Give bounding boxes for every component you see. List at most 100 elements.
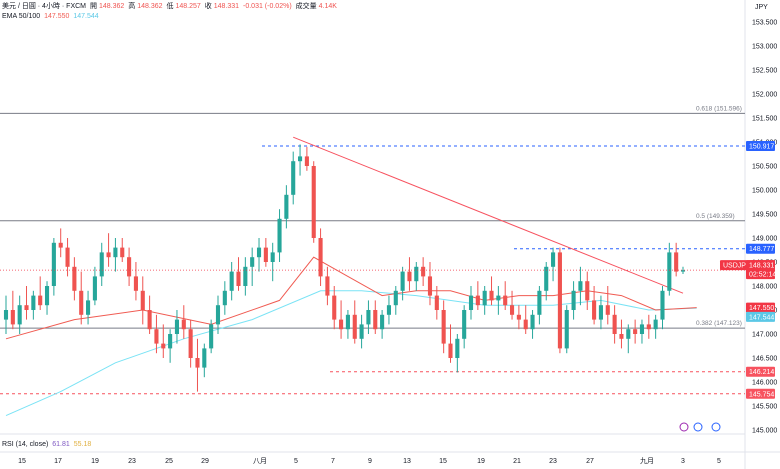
candle-body bbox=[168, 334, 173, 349]
candle-body bbox=[585, 281, 590, 301]
candle-body bbox=[10, 310, 15, 325]
candle-body bbox=[605, 305, 610, 315]
high-value: 148.362 bbox=[137, 3, 163, 10]
low-label: 低 bbox=[166, 3, 174, 10]
close-label: 收 bbox=[204, 3, 212, 10]
ema50-tag: 147.550 bbox=[749, 305, 774, 312]
price-level-tag: 150.917 bbox=[749, 143, 774, 150]
candle-body bbox=[284, 194, 289, 219]
open-value: 148.362 bbox=[98, 3, 125, 10]
ema-label[interactable]: EMA 50/100 bbox=[2, 13, 41, 20]
currency-label: JPY bbox=[755, 4, 768, 11]
price-level-tag-bg bbox=[746, 243, 775, 254]
x-tick-label: 17 bbox=[54, 458, 62, 465]
candle-body bbox=[113, 247, 118, 258]
candle-body bbox=[263, 247, 268, 262]
candle-body bbox=[400, 271, 405, 291]
symbol-label[interactable]: 美元 / 日圓 · 4小時 · FXCM bbox=[2, 3, 86, 10]
candle-body bbox=[544, 266, 549, 291]
candle-body bbox=[202, 348, 207, 368]
high-label: 高 bbox=[128, 3, 136, 10]
candle-body bbox=[366, 310, 371, 325]
candle-body bbox=[434, 295, 439, 310]
candle-body bbox=[120, 247, 125, 258]
low-value: 148.257 bbox=[175, 3, 201, 10]
x-tick-label: 15 bbox=[18, 458, 26, 465]
x-tick-label: 13 bbox=[403, 458, 411, 465]
price-level-tag: 148.777 bbox=[749, 246, 774, 253]
y-tick-label: 149.500 bbox=[752, 212, 777, 219]
candle-body bbox=[653, 319, 658, 330]
x-tick-label: 5 bbox=[717, 458, 721, 465]
y-tick-label: 147.000 bbox=[752, 332, 777, 339]
candle-body bbox=[352, 314, 357, 339]
rsi-label[interactable]: RSI (14, close) bbox=[2, 441, 49, 448]
y-tick-label: 145.500 bbox=[752, 404, 777, 411]
open-label: 開 bbox=[89, 3, 97, 10]
candle-body bbox=[667, 252, 672, 291]
candle-body bbox=[427, 276, 433, 296]
candle-body bbox=[523, 319, 528, 330]
last-price-tag-bg bbox=[746, 260, 775, 271]
candle-body bbox=[72, 266, 77, 291]
candle-body bbox=[31, 295, 36, 310]
candle-body bbox=[140, 290, 145, 310]
candle-body bbox=[24, 305, 29, 310]
fib-level-label: 0.382 (147.123) bbox=[696, 320, 742, 327]
y-tick-label: 153.500 bbox=[752, 20, 777, 27]
y-tick-label: 146.500 bbox=[752, 356, 777, 363]
candle-body bbox=[181, 319, 186, 330]
x-tick-label: 29 bbox=[201, 458, 209, 465]
candle-body bbox=[147, 310, 152, 330]
candle-body bbox=[551, 252, 556, 267]
candle-body bbox=[571, 290, 576, 310]
price-level-tag-bg bbox=[746, 140, 775, 151]
volume-value: 4.14K bbox=[318, 3, 337, 10]
candle-body bbox=[79, 290, 84, 315]
candle-body bbox=[99, 252, 104, 277]
x-tick-label: 15 bbox=[439, 458, 447, 465]
legend-ema: EMA 50/100 147.550 147.544 bbox=[2, 12, 101, 21]
candle-body bbox=[92, 276, 97, 301]
x-tick-label: 5 bbox=[294, 458, 298, 465]
event-icon bbox=[693, 422, 703, 432]
candle-body bbox=[51, 242, 56, 286]
candle-body bbox=[516, 314, 521, 320]
x-tick-label: 25 bbox=[165, 458, 173, 465]
candle-body bbox=[537, 290, 542, 315]
rsi-value-1: 61.81 bbox=[52, 441, 70, 448]
candle-body bbox=[154, 329, 159, 344]
candle-body bbox=[646, 324, 651, 330]
candle-body bbox=[455, 338, 460, 358]
ema50-value: 147.550 bbox=[44, 13, 70, 20]
y-tick-label: 153.000 bbox=[752, 44, 777, 51]
ema100-tag-bg bbox=[746, 311, 775, 322]
candle-body bbox=[468, 295, 474, 310]
ema100-tag: 147.544 bbox=[749, 314, 774, 321]
x-tick-label: 23 bbox=[128, 458, 136, 465]
last-price-tag: 148.331 bbox=[749, 263, 774, 270]
candle-body bbox=[17, 305, 22, 325]
event-icon bbox=[711, 422, 721, 432]
price-level-tag-bg bbox=[746, 366, 775, 377]
y-tick-label: 151.500 bbox=[752, 116, 777, 123]
volume-label: 成交量 bbox=[295, 3, 317, 10]
candle-body bbox=[291, 161, 296, 195]
rsi-value-2: 55.18 bbox=[73, 441, 92, 448]
candle-body bbox=[311, 166, 316, 238]
y-tick-label: 152.500 bbox=[752, 68, 777, 75]
close-value: 148.331 bbox=[213, 3, 240, 10]
candle-body bbox=[509, 305, 515, 315]
candle-body bbox=[598, 305, 603, 320]
candle-body bbox=[256, 247, 262, 258]
candle-body bbox=[592, 300, 597, 320]
fib-level-label: 0.618 (151.596) bbox=[696, 105, 742, 112]
event-icon bbox=[679, 422, 689, 432]
candle-body bbox=[530, 314, 535, 330]
legend-rsi: RSI (14, close) 61.81 55.18 bbox=[2, 440, 93, 449]
candle-body bbox=[674, 252, 679, 272]
price-level-tag: 146.214 bbox=[749, 369, 774, 376]
change-value: -0.031 (-0.02%) bbox=[243, 3, 292, 10]
